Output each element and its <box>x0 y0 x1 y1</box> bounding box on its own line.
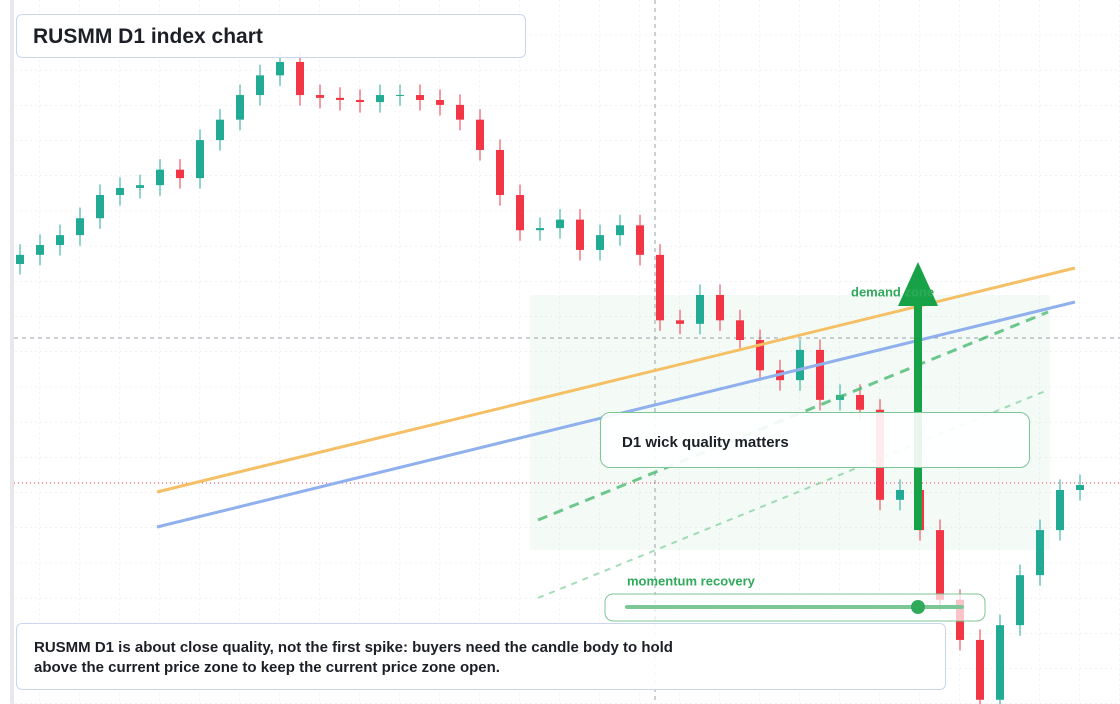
candle-body <box>716 294 724 321</box>
left-edge <box>10 0 14 704</box>
zone-label: demand zone <box>851 284 934 299</box>
candle-body <box>536 228 544 231</box>
wick-label: D1 wick quality matters <box>622 434 789 451</box>
candle-body <box>976 639 984 700</box>
candle-body <box>416 95 424 100</box>
candle-body <box>596 235 604 250</box>
candle-body <box>896 489 904 500</box>
candle-body <box>756 340 764 371</box>
candle-body <box>516 195 524 231</box>
candle-body <box>436 99 444 105</box>
candle-body <box>736 320 744 341</box>
candle-body <box>256 75 264 96</box>
grid <box>14 0 1120 704</box>
candle-body <box>696 294 704 324</box>
candle-body <box>296 61 304 96</box>
candle-body <box>396 95 404 97</box>
candle-body <box>356 99 364 103</box>
candle-body <box>196 140 204 179</box>
candle-body <box>636 225 644 255</box>
candle-body <box>936 530 944 600</box>
candle-body <box>376 95 384 103</box>
chart-title: RUSMM D1 index chart <box>33 25 263 48</box>
candle-body <box>276 61 284 76</box>
candle-body <box>616 225 624 236</box>
slider-thumb <box>911 600 925 614</box>
candle-body <box>856 394 864 410</box>
candle-body <box>56 235 64 245</box>
candle-body <box>996 625 1004 700</box>
candle-body <box>1016 575 1024 626</box>
candle-body <box>456 104 464 120</box>
wick-box: D1 wick quality matters <box>600 412 1030 468</box>
candle-body <box>116 187 124 196</box>
candle-body <box>316 95 324 98</box>
candle-body <box>816 349 824 400</box>
title-box: RUSMM D1 index chart <box>16 14 526 58</box>
candle-body <box>796 349 804 381</box>
note-text: RUSMM D1 is about close quality, not the… <box>34 639 673 676</box>
candle-body <box>1036 530 1044 576</box>
candle-body <box>216 119 224 141</box>
candle-body <box>556 219 564 229</box>
candle-body <box>1056 489 1064 531</box>
candle-body <box>156 169 164 186</box>
arrow-head <box>898 262 938 306</box>
candle-body <box>76 218 84 236</box>
candle-body <box>676 320 684 324</box>
candle-body <box>1076 485 1084 490</box>
momentum-label: momentum recovery <box>627 573 756 588</box>
note-box: RUSMM D1 is about close quality, not the… <box>16 623 946 690</box>
candle-body <box>16 254 24 264</box>
candle-body <box>476 119 484 150</box>
candle-body <box>656 254 664 321</box>
candle-body <box>496 149 504 196</box>
candle-body <box>96 195 104 219</box>
candle-body <box>336 97 344 100</box>
candle-body <box>176 169 184 179</box>
candle-body <box>576 219 584 250</box>
candle-body <box>36 244 44 255</box>
candle-body <box>236 95 244 120</box>
candle-body <box>136 185 144 188</box>
